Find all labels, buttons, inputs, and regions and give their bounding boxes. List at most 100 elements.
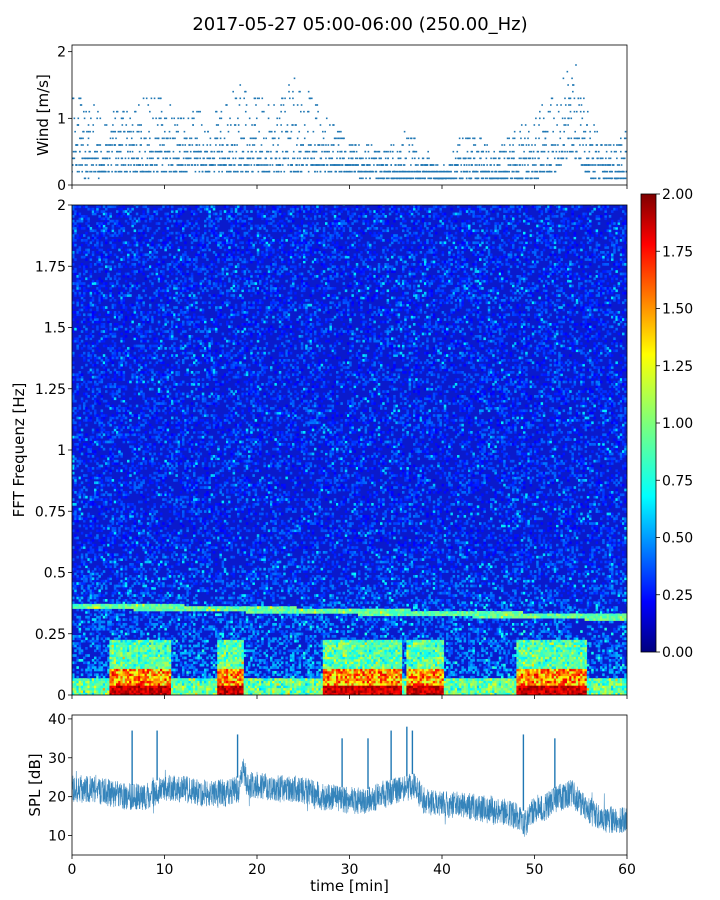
spectrogram-cell xyxy=(109,450,112,453)
spectrogram-cell xyxy=(102,433,106,437)
spectrogram-cell xyxy=(100,668,104,672)
spectrogram-cell xyxy=(102,685,106,689)
spectrogram-cell xyxy=(113,455,117,458)
spectrogram-cell xyxy=(120,373,123,377)
spectrogram-cell xyxy=(138,217,141,221)
spectrogram-cell xyxy=(76,212,79,216)
wind-point xyxy=(461,137,464,140)
spectrogram-cell xyxy=(100,584,104,588)
wind-point xyxy=(512,137,514,140)
spectrogram-cell xyxy=(109,241,112,245)
spectrogram-cell xyxy=(94,555,97,559)
wind-point xyxy=(156,124,159,126)
spectrogram-cell xyxy=(89,613,93,617)
spectrogram-cell xyxy=(72,529,75,533)
spectrogram-cell xyxy=(113,447,117,451)
spectrogram-cell xyxy=(76,445,79,449)
spectrogram-cell xyxy=(96,231,99,235)
spectrogram-cell xyxy=(91,690,95,693)
spectrogram-cell xyxy=(109,618,112,621)
spectrogram-cell xyxy=(118,529,121,533)
spectrogram-cell xyxy=(72,546,75,549)
spectrogram-cell xyxy=(120,603,123,607)
spectrogram-cell xyxy=(96,428,99,432)
spectrogram-cell xyxy=(107,563,110,566)
spectrogram-cell xyxy=(133,306,137,309)
spectrogram-cell xyxy=(78,623,82,626)
spectrogram-cell xyxy=(120,337,123,341)
spectrogram-cell xyxy=(120,349,123,353)
spectrogram-cell xyxy=(100,505,104,509)
spectrogram-cell xyxy=(83,351,86,355)
spectrogram-cell xyxy=(98,575,101,578)
spectrogram-cell xyxy=(74,390,77,393)
wind-point xyxy=(274,130,276,133)
wind-point xyxy=(192,110,194,113)
spectrogram-cell xyxy=(98,546,101,549)
spectrogram-cell xyxy=(124,651,128,655)
wind-point xyxy=(242,157,245,160)
spectrogram-cell xyxy=(102,455,106,458)
spectrogram-cell xyxy=(100,337,104,341)
wind-point xyxy=(151,164,153,166)
spectrogram-cell xyxy=(129,563,132,566)
wind-point xyxy=(459,157,462,160)
spectrogram-cell xyxy=(87,207,90,211)
spectrogram-cell xyxy=(118,447,121,451)
spectrogram-cell xyxy=(89,332,93,336)
spectrogram-cell xyxy=(102,469,106,473)
wind-point xyxy=(226,157,229,160)
wind-point xyxy=(320,157,323,160)
spectrogram-cell xyxy=(94,601,97,605)
spectrogram-cell xyxy=(78,227,82,230)
spectrogram-cell xyxy=(135,683,139,686)
spectrogram-cell xyxy=(91,500,95,504)
wind-point xyxy=(579,124,582,126)
wind-point xyxy=(411,157,414,160)
wind-point xyxy=(594,164,597,166)
spectrogram-cell xyxy=(85,503,88,506)
wind-point xyxy=(473,157,476,160)
spectrogram-cell xyxy=(116,272,119,276)
spectrogram-cell xyxy=(131,630,134,633)
wind-point xyxy=(180,117,183,120)
spectrogram-cell xyxy=(96,371,99,374)
spectrogram-cell xyxy=(131,603,134,607)
spectrogram-cell xyxy=(118,531,121,535)
spectrogram-cell xyxy=(131,627,134,631)
spectrogram-cell xyxy=(74,476,77,480)
spectrogram-cell xyxy=(96,635,99,638)
wind-point xyxy=(358,144,360,146)
spectrogram-cell xyxy=(98,205,101,209)
wind-point xyxy=(315,117,318,120)
spectrogram-cell xyxy=(113,685,117,689)
wind-point xyxy=(484,177,487,180)
spectrogram-cell xyxy=(140,579,143,583)
wind-point xyxy=(445,177,448,180)
wind-point xyxy=(127,130,129,133)
spectrogram-cell xyxy=(129,275,132,278)
spectrogram-cell xyxy=(72,675,75,679)
spectrogram-cell xyxy=(138,416,141,420)
spectrogram-cell xyxy=(111,560,115,564)
spectrogram-cell xyxy=(89,265,93,269)
wind-y-tick-label: 1 xyxy=(57,111,66,127)
spectrogram-cell xyxy=(122,263,126,266)
spectrogram-cell xyxy=(113,680,117,684)
spectrogram-cell xyxy=(76,409,79,413)
spectrogram-cell xyxy=(72,263,75,266)
spectrogram-cell xyxy=(120,644,123,648)
spectrogram-cell xyxy=(140,599,143,602)
spectrogram-cell xyxy=(133,663,137,667)
spectrogram-cell xyxy=(120,407,123,410)
wind-point xyxy=(111,170,113,173)
spectrogram-cell xyxy=(80,239,84,242)
wind-point xyxy=(258,97,260,100)
spectrogram-cell xyxy=(111,467,115,470)
spectrogram-cell xyxy=(83,656,86,660)
wind-point xyxy=(545,130,547,133)
wind-point xyxy=(449,164,451,166)
wind-point xyxy=(126,110,128,113)
spectrogram-cell xyxy=(74,687,77,691)
spectrogram-cell xyxy=(87,639,90,643)
